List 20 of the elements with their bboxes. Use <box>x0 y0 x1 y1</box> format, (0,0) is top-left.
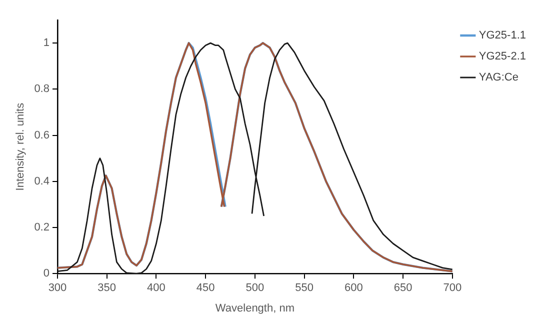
legend-label: YAG:Ce <box>478 72 518 84</box>
x-axis-title: Wavelength, nm <box>215 302 294 314</box>
y-tick-label: 1 <box>43 37 50 50</box>
y-tick-label: 0.4 <box>34 175 50 188</box>
x-tick-label: 500 <box>246 282 264 294</box>
x-tick-label: 450 <box>196 282 215 294</box>
x-tick-label: 650 <box>394 282 412 294</box>
x-tick-label: 700 <box>443 282 462 294</box>
y-tick-label: 0.2 <box>34 222 50 234</box>
y-tick-label: 0.6 <box>34 129 50 142</box>
x-tick-label: 400 <box>147 282 166 294</box>
x-tick-label: 550 <box>295 282 314 294</box>
y-axis-title: Intensity, rel. units <box>14 102 27 191</box>
y-tick-label: 0 <box>43 268 50 280</box>
x-tick-label: 300 <box>48 282 67 294</box>
x-tick-label: 600 <box>344 282 363 294</box>
x-tick-label: 350 <box>98 282 116 294</box>
legend-label: YG25-1.1 <box>478 30 526 42</box>
y-tick-label: 0.8 <box>34 83 50 96</box>
legend-label: YG25-2.1 <box>478 50 526 63</box>
